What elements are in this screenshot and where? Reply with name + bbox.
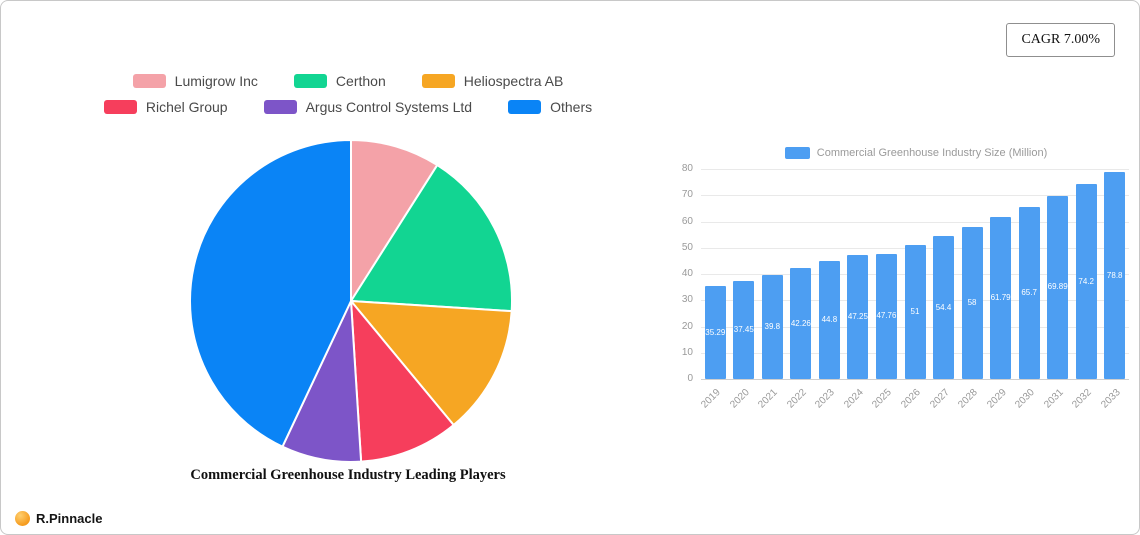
y-tick-label: 40 (681, 268, 693, 279)
legend-label: Heliospectra AB (463, 73, 564, 89)
bar-2021[interactable] (761, 274, 783, 379)
bar-2028[interactable] (961, 226, 983, 379)
legend-label: Others (550, 99, 593, 115)
pie-slice-others[interactable] (189, 138, 352, 449)
y-tick-label: 70 (681, 189, 693, 201)
pie-chart-title: Commercial Greenhouse Industry Leading P… (190, 467, 506, 483)
legend-item-certhon[interactable]: Certhon (293, 73, 386, 89)
bar-legend-swatch-icon (784, 147, 810, 159)
bar-chart-legend[interactable]: Commercial Greenhouse Industry Size (Mil… (701, 147, 1131, 159)
y-tick-label: 10 (681, 346, 693, 358)
pie-slice-lumigrow-inc[interactable] (350, 138, 439, 305)
bar-2026[interactable] (904, 245, 926, 379)
pie-slice-certhon[interactable] (349, 163, 513, 313)
y-tick-label: 80 (681, 163, 693, 174)
brand-footer: R.Pinnacle (15, 511, 102, 526)
legend-swatch-icon (293, 74, 327, 88)
legend-item-heliospectra-ab[interactable]: Heliospectra AB (421, 73, 564, 89)
bar-2019[interactable] (704, 286, 726, 379)
x-axis-line (701, 379, 1129, 380)
bar-2029[interactable] (990, 216, 1012, 379)
bar-legend-label: Commercial Greenhouse Industry Size (Mil… (816, 147, 1048, 159)
pie-legend: Lumigrow Inc Certhon Heliospectra AB Richel… (58, 73, 638, 115)
legend-label: Richel Group (145, 99, 228, 115)
bar-chart-plot: 0 10 20 30 40 50 60 70 80 35.29 2019 37.45 2020 39.8 2… (682, 163, 1129, 411)
bar-2025[interactable] (875, 253, 897, 379)
brand-logo-icon (15, 511, 30, 526)
gridline (701, 169, 1129, 170)
bar-2027[interactable] (933, 236, 955, 379)
bar-2023[interactable] (818, 261, 840, 379)
legend-swatch-icon (421, 74, 455, 88)
gridline (701, 221, 1129, 223)
bar-2033[interactable] (1104, 172, 1126, 379)
legend-item-richel-group[interactable]: Richel Group (103, 99, 228, 115)
legend-swatch-icon (103, 100, 137, 114)
bar-2022[interactable] (790, 268, 812, 379)
legend-label: Lumigrow Inc (174, 73, 258, 89)
cagr-badge: CAGR 7.00% (1006, 23, 1115, 57)
y-tick-label: 60 (681, 215, 693, 227)
bar-2032[interactable] (1075, 184, 1097, 379)
y-tick-label: 0 (687, 373, 693, 384)
legend-swatch-icon (132, 74, 166, 88)
pie-slice-heliospectra-ab[interactable] (348, 299, 513, 427)
y-tick-label: 50 (681, 241, 693, 253)
y-tick-label: 20 (681, 320, 693, 332)
legend-label: Certhon (335, 73, 386, 89)
bar-2024[interactable] (847, 254, 869, 379)
brand-name: R.Pinnacle (36, 511, 103, 526)
y-tick-label: 30 (681, 294, 693, 306)
legend-item-others[interactable]: Others (508, 99, 592, 115)
bar-2031[interactable] (1047, 195, 1069, 379)
pie-chart (189, 138, 513, 463)
legend-item-lumigrow-inc[interactable]: Lumigrow Inc (132, 73, 258, 89)
pie-slice-richel-group[interactable] (349, 297, 456, 463)
bar-2020[interactable] (733, 280, 755, 379)
legend-label: Argus Control Systems Ltd (305, 99, 473, 115)
legend-swatch-icon (508, 100, 542, 114)
gridline (701, 195, 1129, 197)
legend-swatch-icon (263, 100, 297, 114)
cagr-label: CAGR 7.00% (1021, 32, 1100, 47)
bar-2030[interactable] (1018, 206, 1040, 379)
legend-item-argus-control-systems-ltd[interactable]: Argus Control Systems Ltd (263, 99, 473, 115)
